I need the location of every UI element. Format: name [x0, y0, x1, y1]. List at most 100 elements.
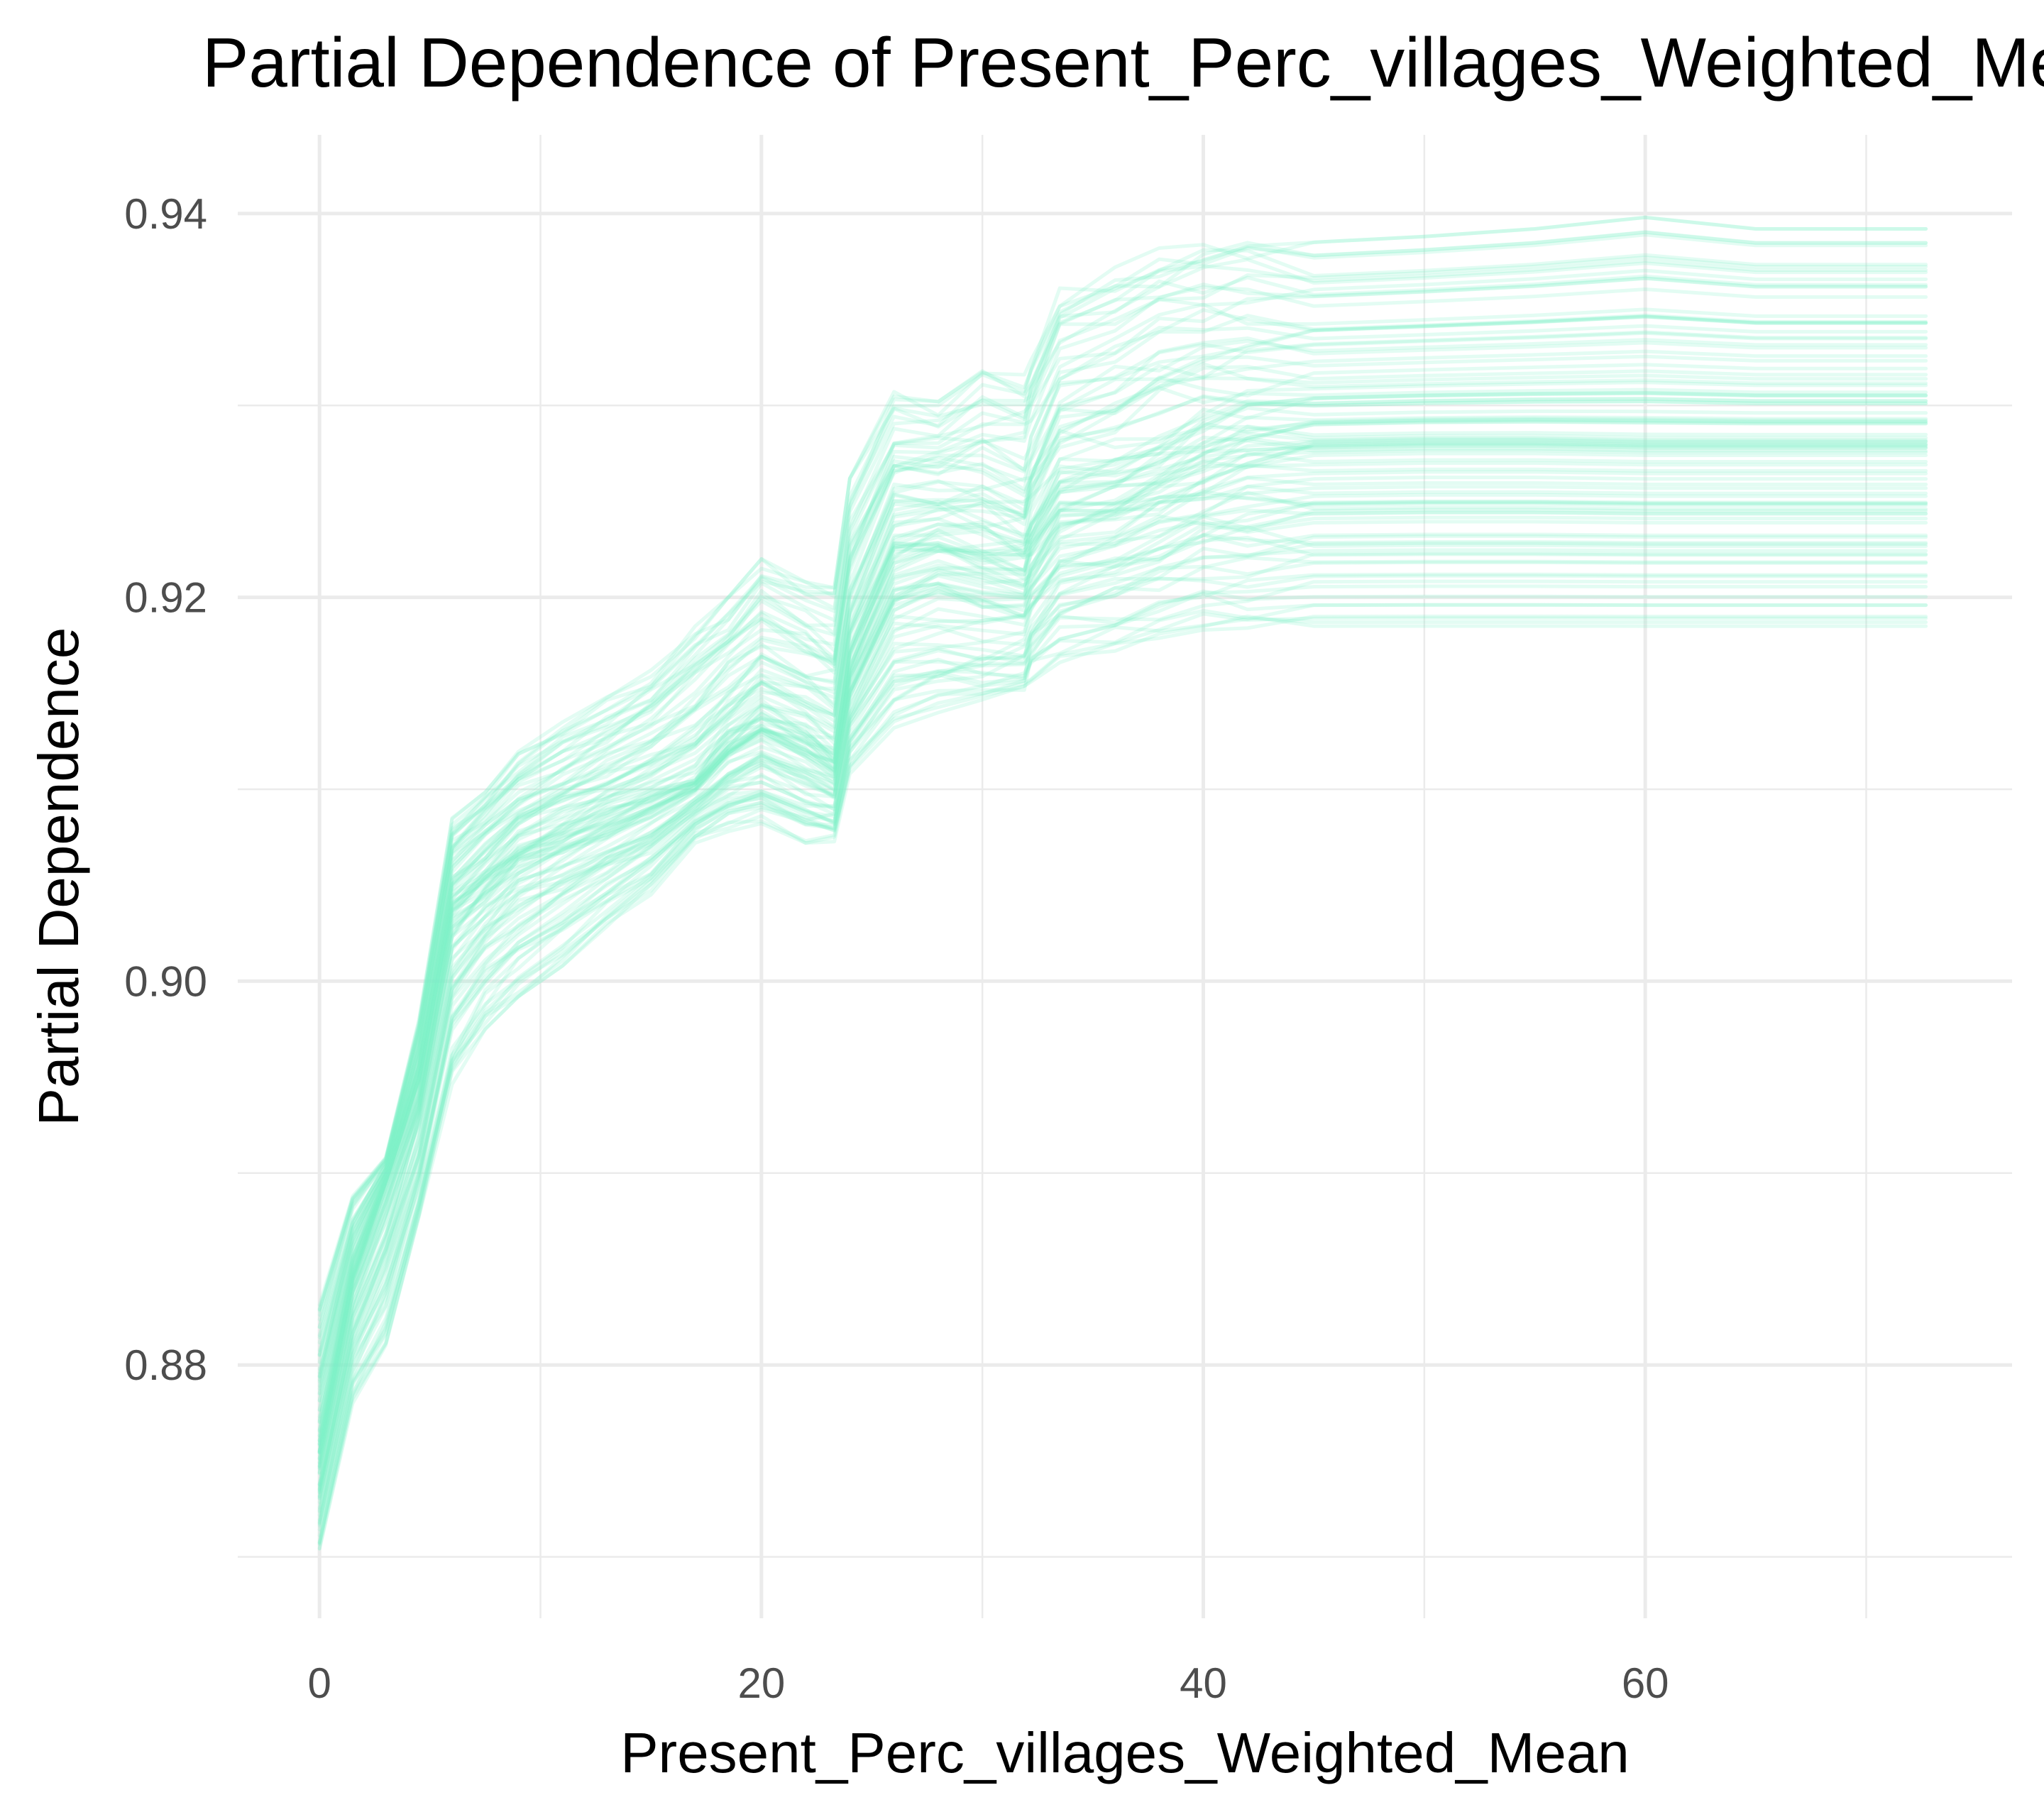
ice-line [317, 490, 1928, 1492]
ice-line [317, 424, 1928, 1447]
ice-line [317, 349, 1928, 1384]
ice-line [317, 441, 1928, 1468]
ice-line [317, 507, 1928, 1491]
ice-line [317, 484, 1928, 1486]
ice-line [317, 495, 1928, 1488]
ice-line [317, 362, 1928, 1396]
ice-line [317, 215, 1928, 1313]
ice-line [317, 515, 1928, 1494]
ice-line [317, 417, 1928, 1442]
ice-line [317, 274, 1928, 1352]
ice-line [317, 614, 1928, 1551]
ice-line [317, 490, 1928, 1476]
ice-line [317, 314, 1928, 1379]
y-tick-label: 0.90 [124, 957, 207, 1005]
ice-line [317, 406, 1928, 1434]
ice-line [317, 308, 1928, 1364]
ice-line [317, 324, 1928, 1382]
ice-line [317, 556, 1928, 1528]
ice-line [317, 230, 1928, 1329]
ice-line [317, 397, 1928, 1432]
ice-line [317, 514, 1928, 1495]
ice-line [317, 285, 1928, 1339]
x-tick-label: 60 [1622, 1659, 1669, 1707]
ice-line [317, 532, 1928, 1500]
ice-line [317, 510, 1928, 1487]
ice-line [317, 442, 1928, 1446]
ice-line [317, 330, 1928, 1391]
chart-title: Partial Dependence of Present_Perc_villa… [202, 23, 2044, 101]
ice-line [317, 394, 1928, 1402]
ice-line [317, 579, 1928, 1532]
ice-line [317, 397, 1928, 1437]
ice-line [317, 614, 1928, 1544]
ice-line [317, 493, 1928, 1493]
ice-line [317, 441, 1928, 1454]
ice-line [317, 336, 1928, 1378]
ice-line [317, 418, 1928, 1454]
ice-line [317, 525, 1928, 1500]
ice-line [317, 268, 1928, 1358]
ice-line [317, 551, 1928, 1526]
ice-line [317, 548, 1928, 1517]
ice-lines [317, 215, 1928, 1551]
ice-line [317, 451, 1928, 1474]
ice-line [317, 439, 1928, 1468]
ice-line [317, 437, 1928, 1453]
ice-line [317, 572, 1928, 1524]
ice-line [317, 420, 1928, 1454]
ice-line [317, 560, 1928, 1514]
ice-line [317, 532, 1928, 1498]
ice-line [317, 499, 1928, 1486]
ice-line [317, 440, 1928, 1469]
ice-line [317, 314, 1928, 1375]
ice-line [317, 390, 1928, 1424]
ice-line [317, 461, 1928, 1465]
ice-line [317, 258, 1928, 1337]
ice-line [317, 391, 1928, 1438]
ice-line [317, 612, 1928, 1550]
y-tick-label: 0.92 [124, 574, 207, 622]
x-axis-title: Present_Perc_villages_Weighted_Mean [620, 1721, 1630, 1784]
ice-line [317, 573, 1928, 1525]
ice-line [317, 363, 1928, 1412]
x-tick-label: 40 [1180, 1659, 1227, 1707]
ice-line [317, 500, 1928, 1499]
ice-line [317, 365, 1928, 1403]
ice-line [317, 541, 1928, 1510]
ice-line [317, 444, 1928, 1464]
ice-line [317, 463, 1928, 1453]
ice-line [317, 338, 1928, 1388]
ice-line [317, 436, 1928, 1461]
ice-line [317, 608, 1928, 1545]
x-tick-label: 0 [308, 1659, 331, 1707]
ice-line [317, 395, 1928, 1419]
ice-line [317, 215, 1928, 1311]
ice-line [317, 233, 1928, 1312]
ice-line [317, 256, 1928, 1329]
ice-line [317, 391, 1928, 1422]
ice-line [317, 276, 1928, 1357]
ice-line [317, 451, 1928, 1461]
ice-line [317, 534, 1928, 1505]
y-axis-title: Partial Dependence [27, 627, 90, 1126]
ice-line [317, 432, 1928, 1455]
ice-line [317, 476, 1928, 1470]
ice-line [317, 419, 1928, 1455]
ice-line [317, 248, 1928, 1317]
y-axis-ticks: 0.88 0.90 0.92 0.94 [124, 190, 207, 1389]
ice-line [317, 485, 1928, 1475]
ice-line [317, 385, 1928, 1424]
ice-line [317, 449, 1928, 1442]
ice-line [317, 230, 1928, 1307]
y-tick-label: 0.88 [124, 1341, 207, 1389]
ice-line [317, 424, 1928, 1447]
ice-line [317, 584, 1928, 1544]
ice-line [317, 589, 1928, 1522]
x-tick-label: 20 [737, 1659, 785, 1707]
ice-line [317, 380, 1928, 1433]
ice-line [317, 276, 1928, 1345]
minor-gridlines [238, 135, 2012, 1618]
